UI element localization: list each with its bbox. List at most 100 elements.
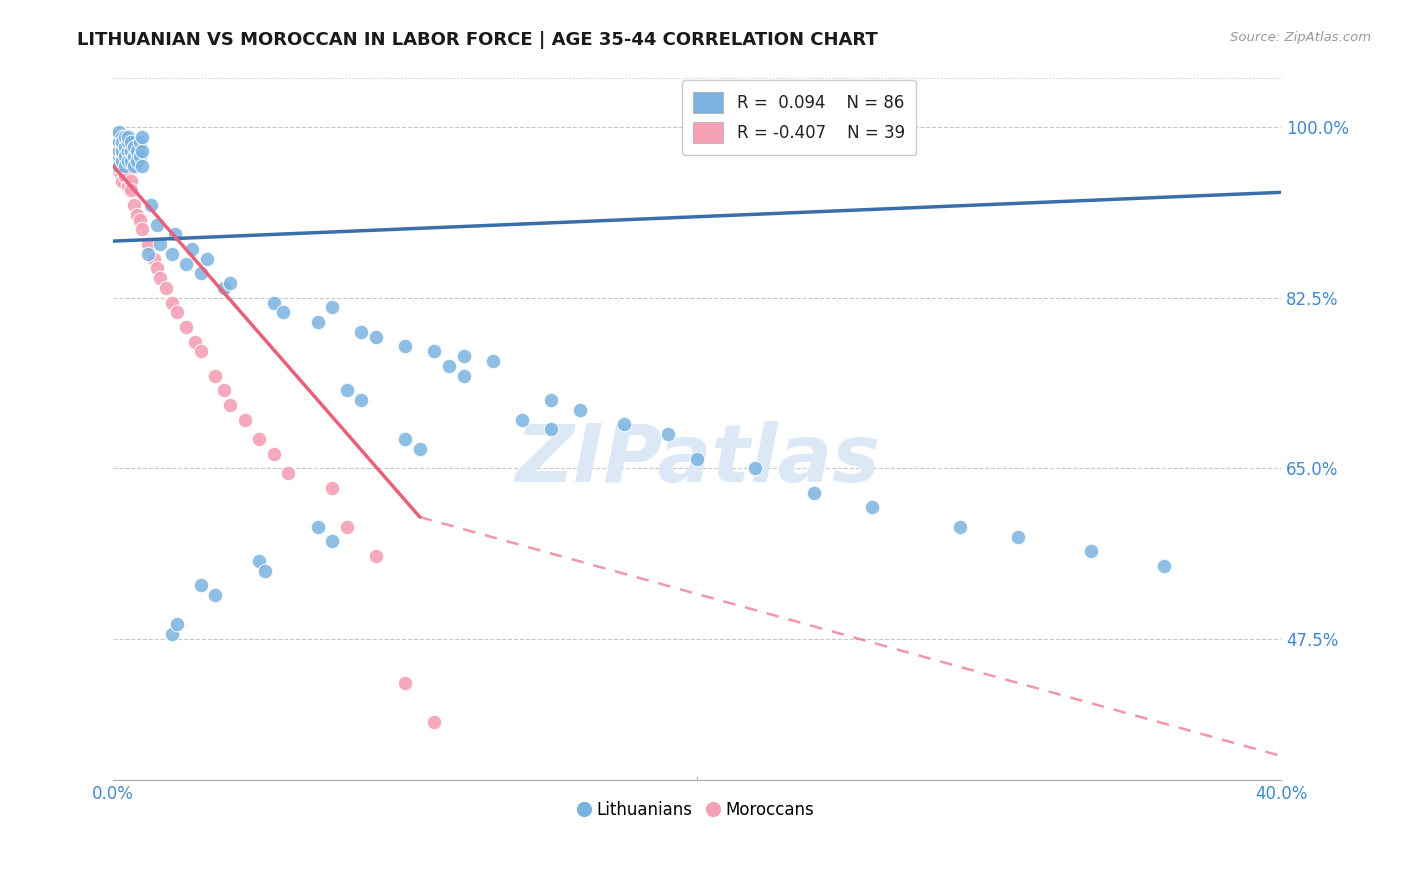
Legend: Lithuanians, Moroccans: Lithuanians, Moroccans [574, 794, 821, 825]
Point [117, 178, 139, 193]
Point [160, 247, 183, 261]
Point [114, 169, 136, 183]
Point [117, 129, 139, 144]
Point [423, 714, 446, 729]
Point [336, 384, 359, 398]
Point [219, 276, 242, 290]
Point [263, 447, 285, 461]
Point [204, 368, 226, 383]
Point [136, 247, 159, 261]
Point [163, 227, 186, 242]
Point [114, 159, 136, 173]
Point [350, 392, 373, 407]
Point [394, 675, 416, 690]
Point [569, 402, 592, 417]
Point [744, 461, 766, 475]
Point [128, 135, 150, 149]
Point [105, 145, 128, 159]
Point [364, 329, 387, 343]
Point [686, 451, 709, 466]
Point [122, 139, 145, 153]
Point [174, 256, 197, 270]
Point [122, 198, 145, 212]
Point [120, 174, 142, 188]
Point [146, 218, 169, 232]
Point [122, 149, 145, 163]
Point [160, 627, 183, 641]
Point [160, 295, 183, 310]
Point [453, 349, 475, 363]
Point [510, 412, 533, 426]
Point [143, 252, 166, 266]
Point [394, 339, 416, 353]
Point [111, 139, 134, 153]
Point [437, 359, 460, 373]
Point [174, 319, 197, 334]
Point [149, 237, 172, 252]
Point [212, 281, 235, 295]
Point [136, 237, 159, 252]
Point [131, 129, 153, 144]
Point [105, 145, 128, 159]
Point [108, 149, 131, 163]
Point [105, 154, 128, 169]
Point [409, 442, 432, 456]
Point [114, 139, 136, 153]
Point [111, 154, 134, 169]
Point [212, 384, 235, 398]
Point [321, 301, 343, 315]
Point [423, 344, 446, 359]
Point [105, 159, 128, 173]
Point [247, 554, 270, 568]
Point [125, 208, 148, 222]
Point [117, 145, 139, 159]
Text: ZIPatlas: ZIPatlas [515, 421, 880, 499]
Point [540, 392, 562, 407]
Point [122, 159, 145, 173]
Point [949, 520, 972, 534]
Point [657, 427, 679, 442]
Point [146, 261, 169, 276]
Point [364, 549, 387, 563]
Point [149, 271, 172, 285]
Point [190, 578, 212, 592]
Point [860, 500, 883, 515]
Point [105, 129, 128, 144]
Point [128, 212, 150, 227]
Point [111, 174, 134, 188]
Point [120, 145, 142, 159]
Point [117, 164, 139, 178]
Text: LITHUANIAN VS MOROCCAN IN LABOR FORCE | AGE 35-44 CORRELATION CHART: LITHUANIAN VS MOROCCAN IN LABOR FORCE | … [77, 31, 879, 49]
Point [114, 129, 136, 144]
Point [190, 266, 212, 280]
Point [120, 183, 142, 197]
Point [141, 198, 163, 212]
Text: Source: ZipAtlas.com: Source: ZipAtlas.com [1230, 31, 1371, 45]
Point [263, 295, 285, 310]
Point [277, 466, 299, 480]
Point [125, 154, 148, 169]
Point [120, 135, 142, 149]
Point [247, 432, 270, 446]
Point [117, 154, 139, 169]
Point [108, 159, 131, 173]
Point [111, 149, 134, 163]
Point [321, 481, 343, 495]
Point [108, 149, 131, 163]
Point [108, 164, 131, 178]
Point [120, 154, 142, 169]
Point [219, 398, 242, 412]
Point [111, 135, 134, 149]
Point [111, 159, 134, 173]
Point [108, 135, 131, 149]
Point [803, 485, 825, 500]
Point [481, 354, 503, 368]
Point [195, 252, 218, 266]
Point [190, 344, 212, 359]
Point [254, 564, 277, 578]
Point [271, 305, 294, 319]
Point [613, 417, 636, 432]
Point [117, 135, 139, 149]
Point [166, 617, 188, 632]
Point [336, 520, 359, 534]
